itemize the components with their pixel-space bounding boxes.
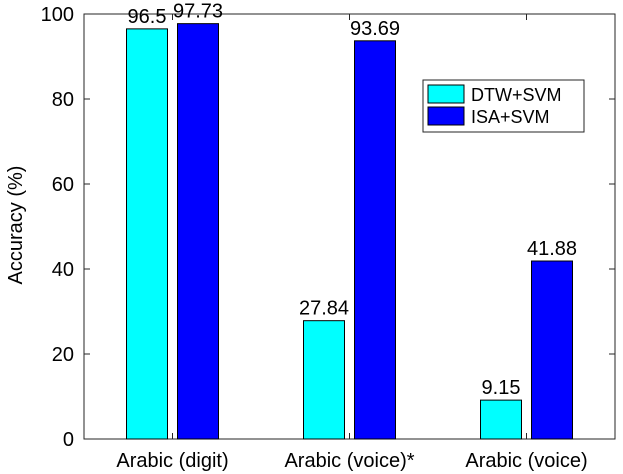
legend-swatch [427,106,465,126]
x-tick-label: Arabic (voice)* [284,450,414,472]
x-tick-label: Arabic (digit) [116,450,228,472]
data-labels: 96.5 97.73 27.84 93.69 9.15 41.88 [128,1,578,399]
data-label: 93.69 [350,18,400,40]
bar [126,28,168,440]
data-label: 41.88 [527,238,577,260]
bar [480,399,522,440]
data-label: 96.5 [128,6,167,28]
y-tick-label: 100 [41,4,74,26]
bar [354,40,396,440]
bar [303,320,345,440]
y-tick-label: 60 [52,174,74,196]
legend-label: ISA+SVM [471,107,550,127]
data-label: 97.73 [173,1,223,23]
bar [177,23,219,440]
x-tick-label: Arabic (voice) [465,450,587,472]
y-tick-label: 80 [52,89,74,111]
axes: 0 20 40 60 80 100 Arabic (digit) Arabic (voice)… [41,4,616,472]
y-axis-label: Accuracy (%) [5,166,27,285]
y-tick-label: 20 [52,344,74,366]
data-label: 9.15 [482,377,521,399]
data-label: 27.84 [299,298,349,320]
legend-label: DTW+SVM [471,85,562,105]
legend-swatch [427,84,465,104]
y-tick-label: 40 [52,259,74,281]
y-tick-label: 0 [63,429,74,451]
bars [126,23,573,440]
bar [531,260,573,440]
